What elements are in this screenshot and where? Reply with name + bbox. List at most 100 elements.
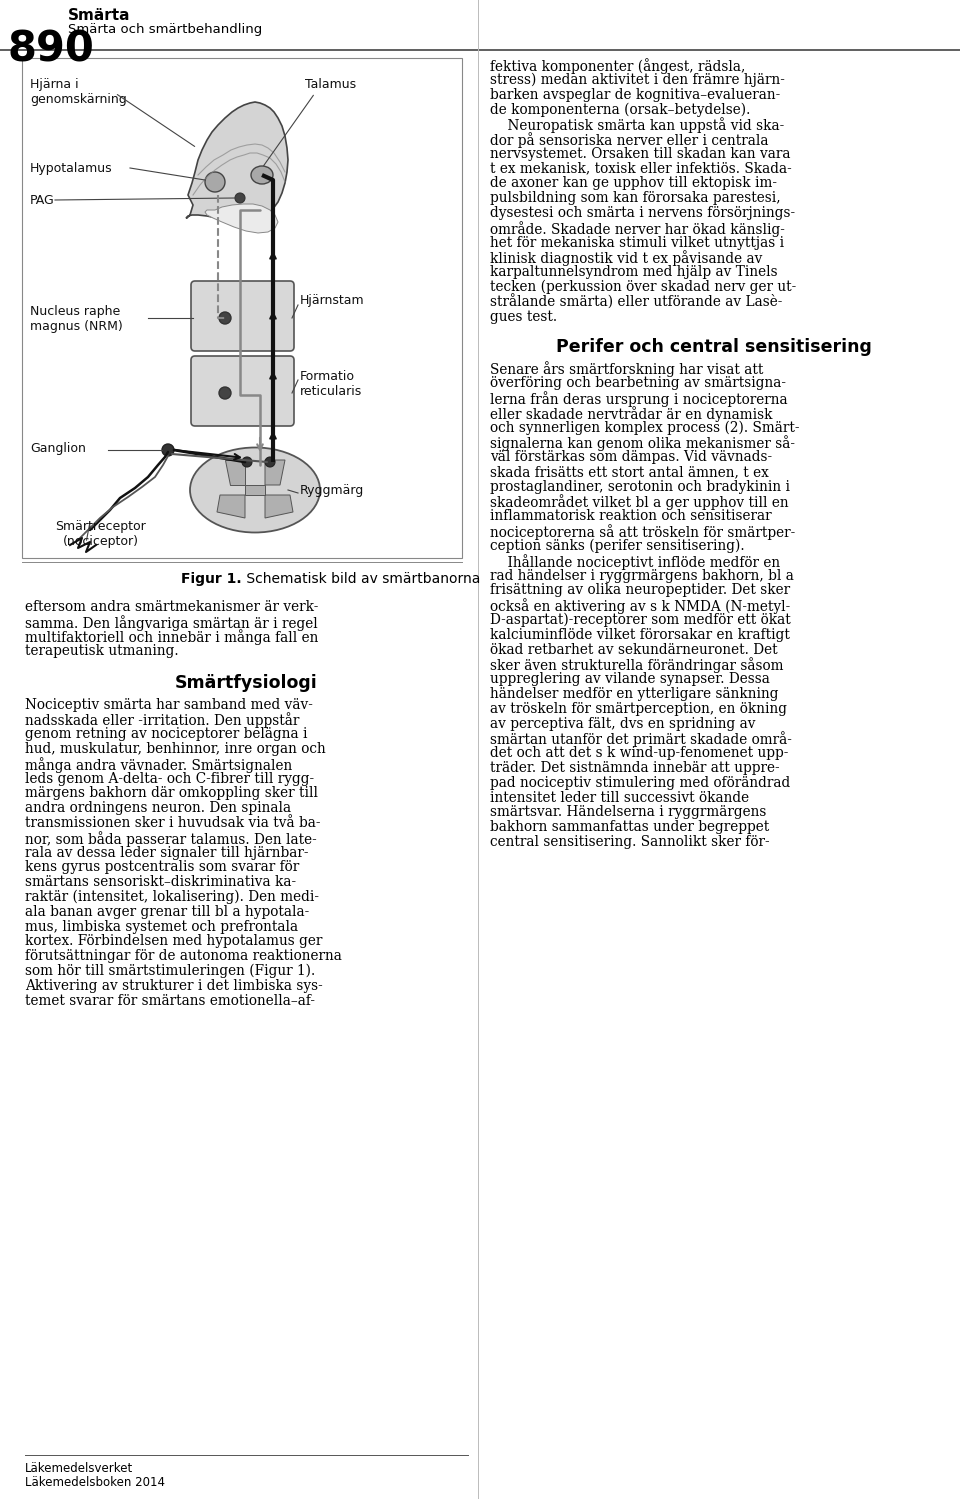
Ellipse shape (190, 448, 320, 532)
Text: Senare års smärtforskning har visat att: Senare års smärtforskning har visat att (490, 361, 763, 378)
Bar (22, 58, 462, 558)
Text: skadeområdet vilket bl a ger upphov till en: skadeområdet vilket bl a ger upphov till… (490, 495, 788, 511)
Polygon shape (186, 102, 288, 222)
Ellipse shape (251, 166, 273, 184)
Circle shape (219, 387, 231, 399)
Text: Hjärnstam: Hjärnstam (300, 294, 365, 306)
Text: Ihållande nociceptivt inflöde medför en: Ihållande nociceptivt inflöde medför en (490, 553, 780, 570)
Text: fektiva komponenter (ångest, rädsla,: fektiva komponenter (ångest, rädsla, (490, 58, 745, 73)
Circle shape (235, 193, 245, 202)
Text: Smärta: Smärta (68, 7, 131, 22)
Text: samma. Den långvariga smärtan är i regel: samma. Den långvariga smärtan är i regel (25, 615, 318, 631)
Text: område. Skadade nerver har ökad känslig-: område. Skadade nerver har ökad känslig- (490, 220, 785, 237)
Text: dor på sensoriska nerver eller i centrala: dor på sensoriska nerver eller i central… (490, 132, 769, 148)
Text: Neuropatisk smärta kan uppstå vid ska-: Neuropatisk smärta kan uppstå vid ska- (490, 117, 784, 133)
Text: överföring och bearbetning av smärtsigna-: överföring och bearbetning av smärtsigna… (490, 376, 786, 390)
Text: bakhorn sammanfattas under begreppet: bakhorn sammanfattas under begreppet (490, 820, 769, 835)
Text: Ryggmärg: Ryggmärg (300, 484, 364, 496)
Text: central sensitisering. Sannolikt sker för-: central sensitisering. Sannolikt sker fö… (490, 835, 770, 848)
Circle shape (265, 457, 275, 468)
Polygon shape (265, 460, 285, 486)
Polygon shape (225, 460, 245, 486)
Text: Smärta och smärtbehandling: Smärta och smärtbehandling (68, 22, 262, 36)
Circle shape (162, 444, 174, 456)
Text: Smärtfysiologi: Smärtfysiologi (175, 675, 318, 693)
Text: Aktivering av strukturer i det limbiska sys-: Aktivering av strukturer i det limbiska … (25, 979, 323, 992)
Text: kalciuminflöde vilket förorsakar en kraftigt: kalciuminflöde vilket förorsakar en kraf… (490, 628, 790, 642)
Text: nociceptorerna så att tröskeln för smärtper-: nociceptorerna så att tröskeln för smärt… (490, 525, 795, 540)
Text: transmissionen sker i huvudsak via två ba-: transmissionen sker i huvudsak via två b… (25, 815, 321, 830)
Text: dysestesi och smärta i nervens försörjnings-: dysestesi och smärta i nervens försörjni… (490, 205, 795, 220)
Text: de komponenterna (orsak–betydelse).: de komponenterna (orsak–betydelse). (490, 102, 751, 117)
Text: klinisk diagnostik vid t ex påvisande av: klinisk diagnostik vid t ex påvisande av (490, 250, 762, 267)
Text: ökad retbarhet av sekundärneuronet. Det: ökad retbarhet av sekundärneuronet. Det (490, 643, 778, 657)
Text: het för mekaniska stimuli vilket utnyttjas i: het för mekaniska stimuli vilket utnyttj… (490, 235, 784, 250)
Text: sker även strukturella förändringar såsom: sker även strukturella förändringar såso… (490, 658, 783, 673)
Text: eller skadade nervtrådar är en dynamisk: eller skadade nervtrådar är en dynamisk (490, 406, 773, 421)
Polygon shape (245, 486, 265, 495)
Text: som hör till smärtstimuleringen (Figur 1).: som hör till smärtstimuleringen (Figur 1… (25, 964, 315, 979)
Text: nervsystemet. Orsaken till skadan kan vara: nervsystemet. Orsaken till skadan kan va… (490, 147, 790, 160)
Circle shape (242, 457, 252, 468)
Text: Nucleus raphe
magnus (NRM): Nucleus raphe magnus (NRM) (30, 304, 123, 333)
Text: nor, som båda passerar talamus. Den late-: nor, som båda passerar talamus. Den late… (25, 830, 317, 847)
Text: Hypotalamus: Hypotalamus (30, 162, 112, 174)
Circle shape (205, 172, 225, 192)
Text: mus, limbiska systemet och prefrontala: mus, limbiska systemet och prefrontala (25, 920, 299, 934)
Text: Läkemedelsboken 2014: Läkemedelsboken 2014 (25, 1477, 165, 1489)
Text: karpaltunnelsyndrom med hjälp av Tinels: karpaltunnelsyndrom med hjälp av Tinels (490, 265, 778, 279)
Text: också en aktivering av s k NMDA (N-metyl-: också en aktivering av s k NMDA (N-metyl… (490, 598, 790, 615)
Text: de axoner kan ge upphov till ektopisk im-: de axoner kan ge upphov till ektopisk im… (490, 177, 777, 190)
Text: kortex. Förbindelsen med hypotalamus ger: kortex. Förbindelsen med hypotalamus ger (25, 934, 323, 949)
Text: händelser medför en ytterligare sänkning: händelser medför en ytterligare sänkning (490, 687, 779, 702)
Text: Läkemedelsverket: Läkemedelsverket (25, 1462, 133, 1475)
Text: ala banan avger grenar till bl a hypotala-: ala banan avger grenar till bl a hypotal… (25, 905, 309, 919)
Text: många andra vävnader. Smärtsignalen: många andra vävnader. Smärtsignalen (25, 757, 292, 773)
Text: PAG: PAG (30, 193, 55, 207)
Text: pad nociceptiv stimulering med oförändrad: pad nociceptiv stimulering med oförändra… (490, 776, 790, 790)
Text: kens gyrus postcentralis som svarar för: kens gyrus postcentralis som svarar för (25, 860, 300, 874)
Text: smärtan utanför det primärt skadade områ-: smärtan utanför det primärt skadade områ… (490, 732, 792, 748)
Text: multifaktoriell och innebär i många fall en: multifaktoriell och innebär i många fall… (25, 630, 319, 646)
Text: pulsbildning som kan förorsaka parestesi,: pulsbildning som kan förorsaka parestesi… (490, 192, 780, 205)
Text: barken avspeglar de kognitiva–evalueran-: barken avspeglar de kognitiva–evalueran- (490, 87, 780, 102)
Text: stress) medan aktivitet i den främre hjärn-: stress) medan aktivitet i den främre hjä… (490, 73, 785, 87)
Text: skada frisätts ett stort antal ämnen, t ex: skada frisätts ett stort antal ämnen, t … (490, 465, 769, 480)
Text: t ex mekanisk, toxisk eller infektiös. Skada-: t ex mekanisk, toxisk eller infektiös. S… (490, 162, 792, 175)
Text: inflammatorisk reaktion och sensitiserar: inflammatorisk reaktion och sensitiserar (490, 510, 772, 523)
Text: Schematisk bild av smärtbanorna: Schematisk bild av smärtbanorna (242, 573, 480, 586)
Text: smärtsvar. Händelserna i ryggrmärgens: smärtsvar. Händelserna i ryggrmärgens (490, 805, 766, 820)
Text: hud, muskulatur, benhinnor, inre organ och: hud, muskulatur, benhinnor, inre organ o… (25, 742, 325, 755)
Polygon shape (265, 495, 293, 519)
Text: terapeutisk utmaning.: terapeutisk utmaning. (25, 645, 179, 658)
Text: Nociceptiv smärta har samband med väv-: Nociceptiv smärta har samband med väv- (25, 697, 313, 712)
Text: Ganglion: Ganglion (30, 442, 85, 454)
Text: ception sänks (perifer sensitisering).: ception sänks (perifer sensitisering). (490, 540, 745, 553)
Text: av perceptiva fält, dvs en spridning av: av perceptiva fält, dvs en spridning av (490, 717, 756, 730)
Text: intensitet leder till successivt ökande: intensitet leder till successivt ökande (490, 790, 749, 805)
Text: av tröskeln för smärtperception, en ökning: av tröskeln för smärtperception, en ökni… (490, 702, 787, 717)
Text: Hjärna i
genomskärning: Hjärna i genomskärning (30, 78, 127, 106)
Text: och synnerligen komplex process (2). Smärt-: och synnerligen komplex process (2). Smä… (490, 421, 800, 435)
Text: Perifer och central sensitisering: Perifer och central sensitisering (556, 337, 872, 355)
Circle shape (219, 312, 231, 324)
Text: Figur 1.: Figur 1. (181, 573, 242, 586)
Text: träder. Det sistnämnda innebär att uppre-: träder. Det sistnämnda innebär att uppre… (490, 761, 780, 775)
Text: uppreglering av vilande synapser. Dessa: uppreglering av vilande synapser. Dessa (490, 672, 770, 687)
Text: lerna från deras ursprung i nociceptorerna: lerna från deras ursprung i nociceptorer… (490, 391, 787, 406)
Text: smärtans sensoriskt–diskriminativa ka-: smärtans sensoriskt–diskriminativa ka- (25, 875, 296, 889)
Text: 890: 890 (8, 28, 95, 70)
Text: temet svarar för smärtans emotionella–af-: temet svarar för smärtans emotionella–af… (25, 994, 315, 1007)
Text: Formatio
reticularis: Formatio reticularis (300, 370, 362, 399)
Text: raktär (intensitet, lokalisering). Den medi-: raktär (intensitet, lokalisering). Den m… (25, 890, 319, 904)
Text: nadsskada eller -irritation. Den uppstår: nadsskada eller -irritation. Den uppstår (25, 712, 300, 729)
Text: Smärtreceptor
(nociceptor): Smärtreceptor (nociceptor) (55, 520, 146, 549)
Text: Talamus: Talamus (305, 78, 356, 91)
Text: strålande smärta) eller utförande av Lasè-: strålande smärta) eller utförande av Las… (490, 295, 782, 310)
Text: prostaglandiner, serotonin och bradykinin i: prostaglandiner, serotonin och bradykini… (490, 480, 790, 493)
FancyBboxPatch shape (191, 280, 294, 351)
Text: det och att det s k wind-up-fenomenet upp-: det och att det s k wind-up-fenomenet up… (490, 747, 788, 760)
Polygon shape (205, 204, 278, 232)
Text: D-aspartat)-receptorer som medför ett ökat: D-aspartat)-receptorer som medför ett ök… (490, 613, 791, 628)
Text: väl förstärkas som dämpas. Vid vävnads-: väl förstärkas som dämpas. Vid vävnads- (490, 450, 772, 465)
